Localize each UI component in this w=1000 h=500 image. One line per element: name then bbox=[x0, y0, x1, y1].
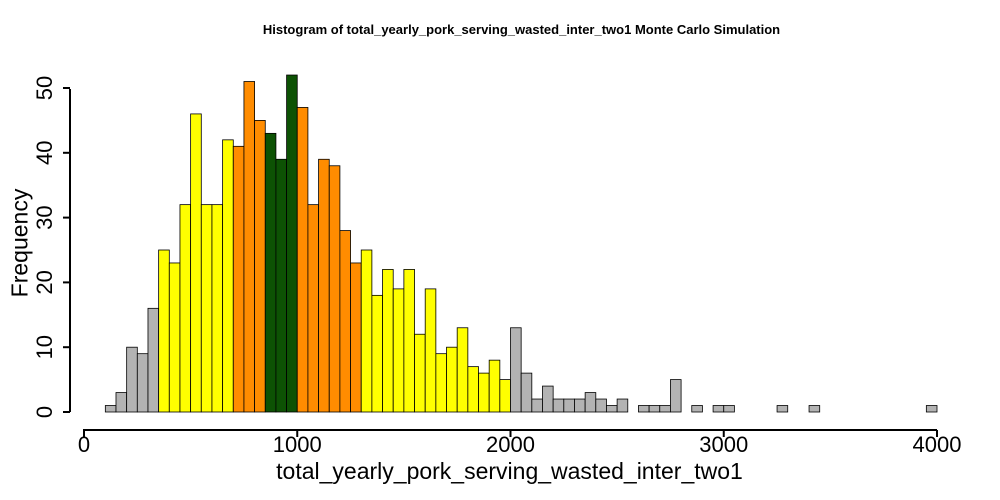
histogram-bar bbox=[531, 398, 543, 413]
histogram-bar bbox=[275, 158, 287, 413]
histogram-bar bbox=[350, 262, 362, 413]
histogram-bar bbox=[318, 158, 330, 413]
histogram-bar bbox=[104, 405, 117, 413]
histogram-bar bbox=[382, 269, 394, 413]
histogram-bar bbox=[808, 405, 821, 413]
histogram-bar bbox=[232, 145, 245, 413]
histogram-bar bbox=[254, 120, 266, 413]
histogram-bar bbox=[616, 398, 629, 413]
histogram-bar bbox=[424, 288, 437, 413]
y-axis-label: Frequency bbox=[6, 188, 33, 298]
y-tick-label: 30 bbox=[32, 205, 57, 229]
histogram-bar bbox=[638, 405, 650, 413]
x-axis-label: total_yearly_pork_serving_wasted_inter_t… bbox=[276, 458, 743, 484]
histogram-bar bbox=[595, 398, 607, 413]
histogram-bar bbox=[414, 333, 426, 413]
y-tick-label: 50 bbox=[32, 76, 57, 100]
x-ticks: 0 1000 2000 3000 4000 bbox=[78, 430, 962, 457]
x-tick-label: 3000 bbox=[699, 432, 748, 457]
bars-group bbox=[104, 74, 938, 413]
histogram-bar bbox=[574, 398, 586, 413]
y-tick-label: 10 bbox=[32, 335, 57, 359]
histogram-bar bbox=[659, 405, 671, 413]
histogram-bar bbox=[371, 294, 383, 413]
histogram-bar bbox=[126, 346, 138, 413]
y-tick-label: 0 bbox=[32, 406, 57, 418]
histogram-bar bbox=[712, 405, 725, 413]
histogram-bar bbox=[542, 385, 554, 413]
x-tick-label: 2000 bbox=[486, 432, 535, 457]
histogram-bar bbox=[520, 372, 533, 413]
x-tick-label: 1000 bbox=[273, 432, 322, 457]
histogram-bar bbox=[691, 405, 703, 413]
histogram-bar bbox=[723, 405, 735, 413]
histogram-bar bbox=[552, 398, 565, 413]
x-tick-label: 0 bbox=[78, 432, 90, 457]
histogram-bar bbox=[328, 165, 341, 413]
histogram-bar bbox=[211, 204, 224, 413]
histogram-bar bbox=[158, 249, 170, 413]
histogram-bar bbox=[776, 405, 789, 413]
histogram-bar bbox=[499, 379, 511, 413]
histogram-bar bbox=[243, 81, 255, 413]
histogram-bar bbox=[510, 327, 522, 413]
histogram-bar bbox=[296, 107, 309, 413]
histogram-bar bbox=[147, 307, 160, 413]
histogram-bar bbox=[222, 139, 234, 413]
histogram-bar bbox=[670, 379, 682, 413]
histogram-bar bbox=[392, 288, 405, 413]
histogram-bar bbox=[648, 405, 661, 413]
y-tick-label: 40 bbox=[32, 141, 57, 165]
x-tick-label: 4000 bbox=[913, 432, 962, 457]
histogram-bar bbox=[467, 366, 479, 413]
histogram-bar bbox=[403, 269, 415, 413]
y-tick-label: 20 bbox=[32, 270, 57, 294]
histogram-bar bbox=[606, 405, 618, 413]
histogram-bar bbox=[264, 132, 277, 413]
histogram-bar bbox=[136, 353, 149, 413]
histogram-bar bbox=[190, 113, 202, 413]
histogram-bar bbox=[563, 398, 575, 413]
histogram-bar bbox=[168, 262, 181, 413]
histogram-bar bbox=[115, 392, 128, 413]
histogram-bar bbox=[456, 327, 469, 413]
histogram-bar bbox=[488, 359, 501, 413]
histogram-bar bbox=[435, 353, 447, 413]
histogram-bar bbox=[200, 204, 213, 413]
histogram-bar bbox=[446, 346, 458, 413]
y-ticks: 0 10 20 30 40 50 bbox=[32, 76, 70, 418]
histogram-bar bbox=[584, 392, 597, 413]
histogram-bar bbox=[286, 74, 298, 413]
chart-title: Histogram of total_yearly_pork_serving_w… bbox=[262, 22, 781, 37]
histogram-bar bbox=[478, 372, 490, 413]
histogram-bar bbox=[925, 405, 938, 413]
histogram-bar bbox=[360, 249, 373, 413]
histogram-bar bbox=[339, 230, 351, 413]
histogram-bar bbox=[307, 204, 319, 413]
histogram-bar bbox=[179, 204, 192, 413]
